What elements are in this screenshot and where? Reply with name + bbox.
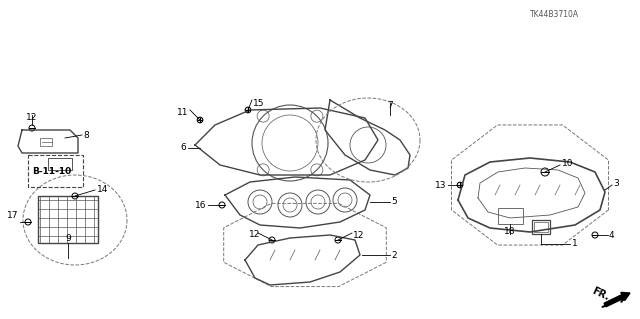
Text: 17: 17 xyxy=(6,211,18,219)
Bar xyxy=(40,138,52,146)
Text: 12: 12 xyxy=(26,113,38,122)
Bar xyxy=(28,155,83,187)
Text: 12: 12 xyxy=(250,230,260,239)
Text: 7: 7 xyxy=(387,101,393,110)
Text: B-11-10: B-11-10 xyxy=(32,167,71,175)
Text: 14: 14 xyxy=(97,186,108,195)
Bar xyxy=(532,220,550,234)
Text: 5: 5 xyxy=(391,197,397,206)
Text: 15: 15 xyxy=(253,99,264,108)
Bar xyxy=(534,222,548,232)
Text: 13: 13 xyxy=(435,181,446,189)
Text: 3: 3 xyxy=(613,180,619,189)
Text: 12: 12 xyxy=(353,231,364,240)
Text: 1: 1 xyxy=(572,240,578,249)
Text: 6: 6 xyxy=(180,144,186,152)
Text: 16: 16 xyxy=(195,201,206,210)
FancyArrow shape xyxy=(604,293,630,307)
Text: 10: 10 xyxy=(562,160,573,168)
Text: 2: 2 xyxy=(391,250,397,259)
Text: 4: 4 xyxy=(609,231,614,240)
Text: TK44B3710A: TK44B3710A xyxy=(530,10,579,19)
Bar xyxy=(38,196,98,243)
Text: 9: 9 xyxy=(65,234,71,243)
Bar xyxy=(498,208,523,224)
Text: 8: 8 xyxy=(83,130,89,139)
Text: FR.: FR. xyxy=(590,285,611,302)
Text: 11: 11 xyxy=(177,108,188,117)
Text: 18: 18 xyxy=(504,227,516,236)
